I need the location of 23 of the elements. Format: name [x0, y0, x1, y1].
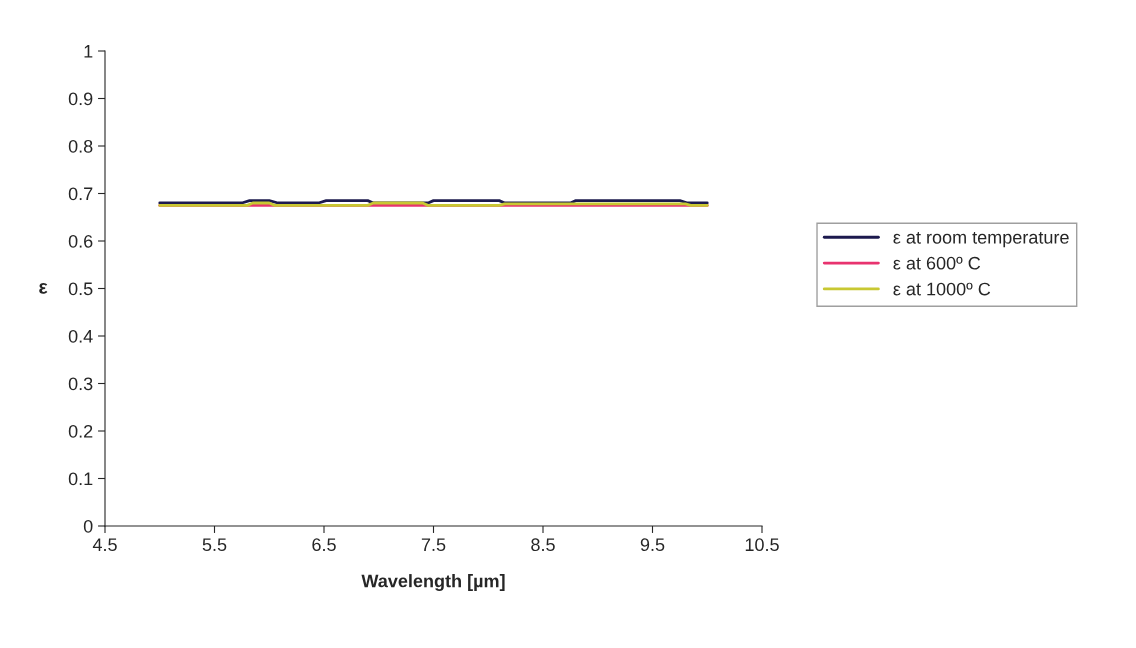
y-tick-label: 0.3 [68, 377, 93, 391]
y-tick-label: 1 [84, 45, 93, 58]
legend-label: ε at room temperature [893, 231, 1069, 248]
x-tick-label: 7.5 [421, 538, 446, 552]
legend-label: ε at 1000º C [893, 282, 991, 296]
y-tick-label: 0.5 [68, 282, 93, 296]
x-tick-label: 8.5 [531, 538, 555, 552]
x-tick-label: 10.5 [745, 538, 779, 552]
y-tick-label: 0.7 [68, 187, 93, 201]
y-tick-label: 0.6 [68, 234, 93, 248]
y-axis-title: ε [39, 283, 48, 294]
y-tick-label: 0.1 [68, 472, 93, 486]
y-tick-label: 0.8 [68, 139, 93, 153]
x-tick-label: 6.5 [312, 538, 336, 552]
y-tick-label: 0.2 [68, 424, 93, 438]
x-tick-label: 4.5 [92, 538, 117, 552]
x-tick-label: 5.5 [202, 538, 227, 552]
y-tick-label: 0.4 [68, 329, 93, 343]
y-tick-label: 0.9 [68, 92, 93, 106]
x-tick-label: 9.5 [640, 538, 665, 552]
x-axis-title: Wavelength [µm] [361, 574, 505, 591]
legend-label: ε at 600º C [893, 256, 981, 270]
y-tick-label: 0 [83, 519, 93, 533]
